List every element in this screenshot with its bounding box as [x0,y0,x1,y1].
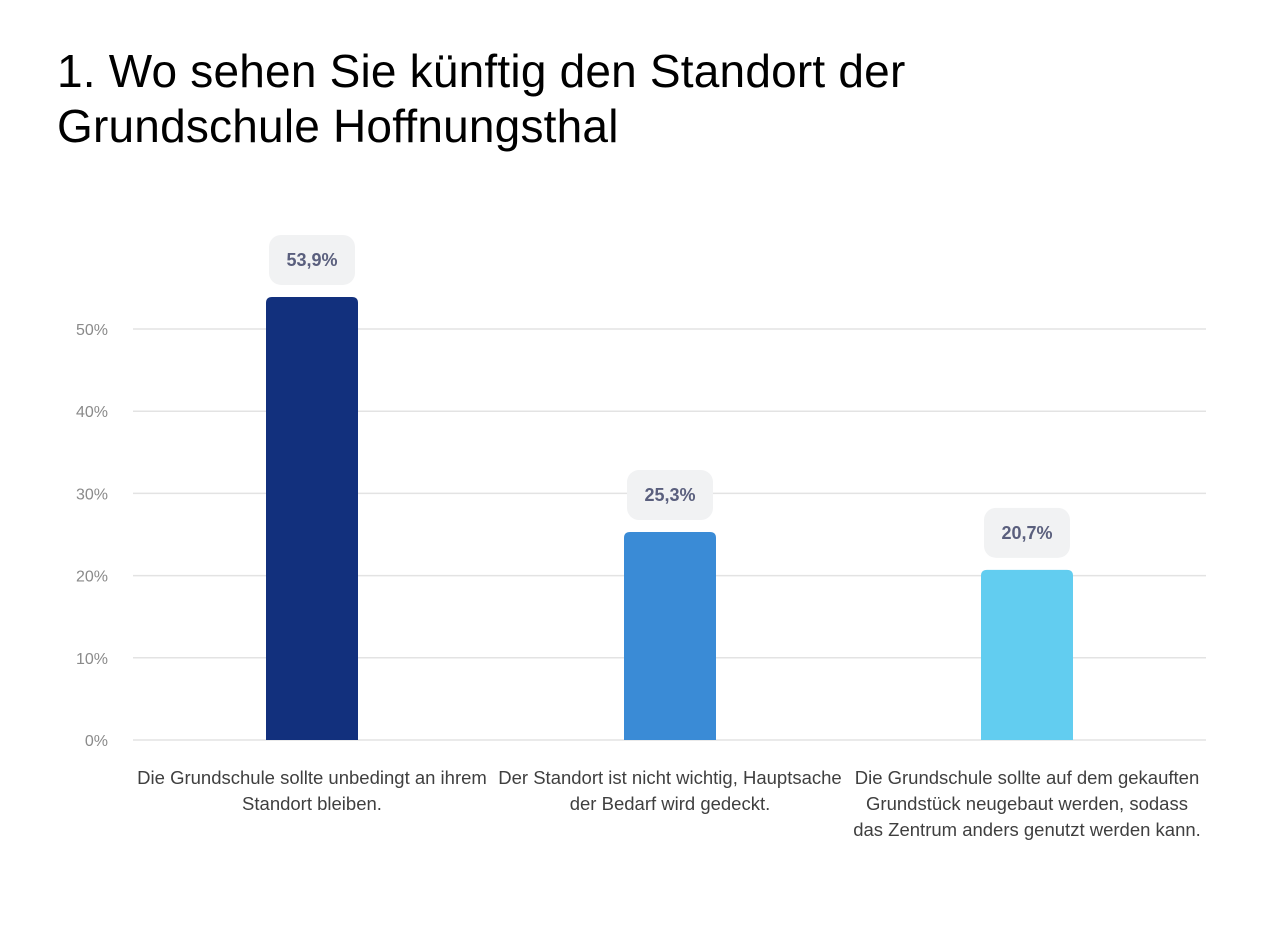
value-label: 20,7% [1001,523,1052,543]
y-tick-label: 10% [76,651,108,668]
x-category-label: Die Grundschule sollte unbedingt an ihre… [137,767,487,814]
value-labels: 53,9% 25,3% 20,7% [269,234,1070,558]
value-label-background [984,507,1070,558]
value-label-background [269,234,355,285]
value-label-background [627,470,713,521]
x-category-label: Der Standort ist nicht wichtig, Hauptsac… [498,767,842,814]
bars [266,296,1073,740]
bar [624,532,716,740]
y-tick-label: 50% [76,322,108,339]
y-tick-label: 0% [85,733,108,750]
y-tick-label: 20% [76,569,108,586]
bar [981,569,1073,740]
y-tick-label: 40% [76,404,108,421]
x-category-label: Die Grundschule sollte auf dem gekauften… [853,767,1201,840]
value-label: 25,3% [644,485,695,505]
bar [266,296,358,740]
chart-title: 1. Wo sehen Sie künftig den Standort der… [57,45,906,152]
y-axis-ticks: 0% 10% 20% 30% 40% 50% [76,322,108,750]
y-tick-label: 30% [76,486,108,503]
value-label: 53,9% [286,250,337,270]
